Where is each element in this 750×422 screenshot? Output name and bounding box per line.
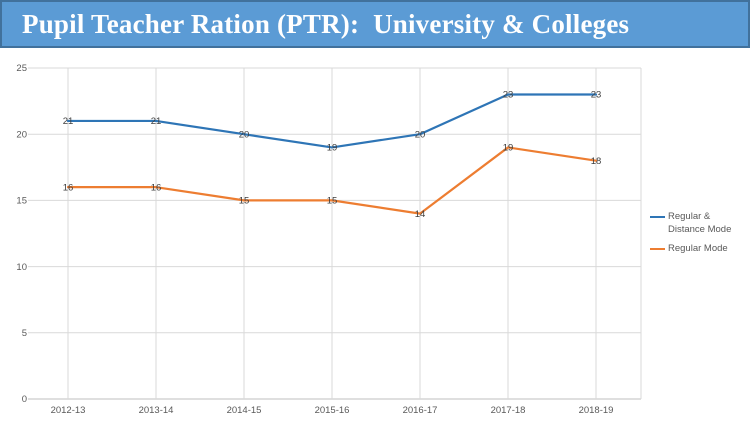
data-label: 20: [239, 129, 250, 140]
data-label: 15: [327, 196, 338, 207]
x-axis-tick-label: 2017-18: [491, 405, 526, 416]
legend: Regular & Distance Mode Regular Mode: [650, 211, 748, 263]
x-axis-tick-label: 2018-19: [579, 405, 614, 416]
x-axis-tick-label: 2013-14: [139, 405, 174, 416]
y-axis-tick-label: 5: [22, 328, 27, 339]
data-label: 21: [63, 116, 74, 127]
series-line: [66, 146, 598, 215]
data-label: 19: [503, 143, 514, 154]
data-label: 16: [63, 182, 74, 193]
orange-line-icon: [650, 248, 665, 250]
y-axis-tick-label: 15: [16, 196, 27, 207]
legend-entry-regular-mode: Regular Mode: [650, 243, 748, 256]
series-line: [66, 93, 598, 149]
page-title: Pupil Teacher Ration (PTR): University &…: [22, 9, 630, 39]
legend-entry-regular-distance-mode: Regular & Distance Mode: [650, 211, 748, 236]
data-label: 14: [415, 209, 426, 220]
data-label: 23: [591, 90, 602, 101]
legend-label: Regular Mode: [668, 243, 728, 254]
y-axis-tick-label: 10: [16, 262, 27, 273]
data-label: 23: [503, 90, 514, 101]
title-bar: Pupil Teacher Ration (PTR): University &…: [0, 0, 750, 48]
data-label: 21: [151, 116, 162, 127]
y-axis-tick-label: 0: [22, 394, 27, 405]
data-label: 20: [415, 129, 426, 140]
data-label: 15: [239, 196, 250, 207]
data-label: 18: [591, 156, 602, 167]
y-axis-tick-label: 20: [16, 129, 27, 140]
x-axis-tick-label: 2015-16: [315, 405, 350, 416]
y-axis-tick-label: 25: [16, 63, 27, 74]
x-axis-tick-label: 2012-13: [51, 405, 86, 416]
data-label: 19: [327, 143, 338, 154]
data-label: 16: [151, 182, 162, 193]
x-axis-tick-label: 2014-15: [227, 405, 262, 416]
legend-label: Regular & Distance Mode: [668, 211, 732, 235]
x-axis-tick-label: 2016-17: [403, 405, 438, 416]
blue-line-icon: [650, 216, 665, 218]
